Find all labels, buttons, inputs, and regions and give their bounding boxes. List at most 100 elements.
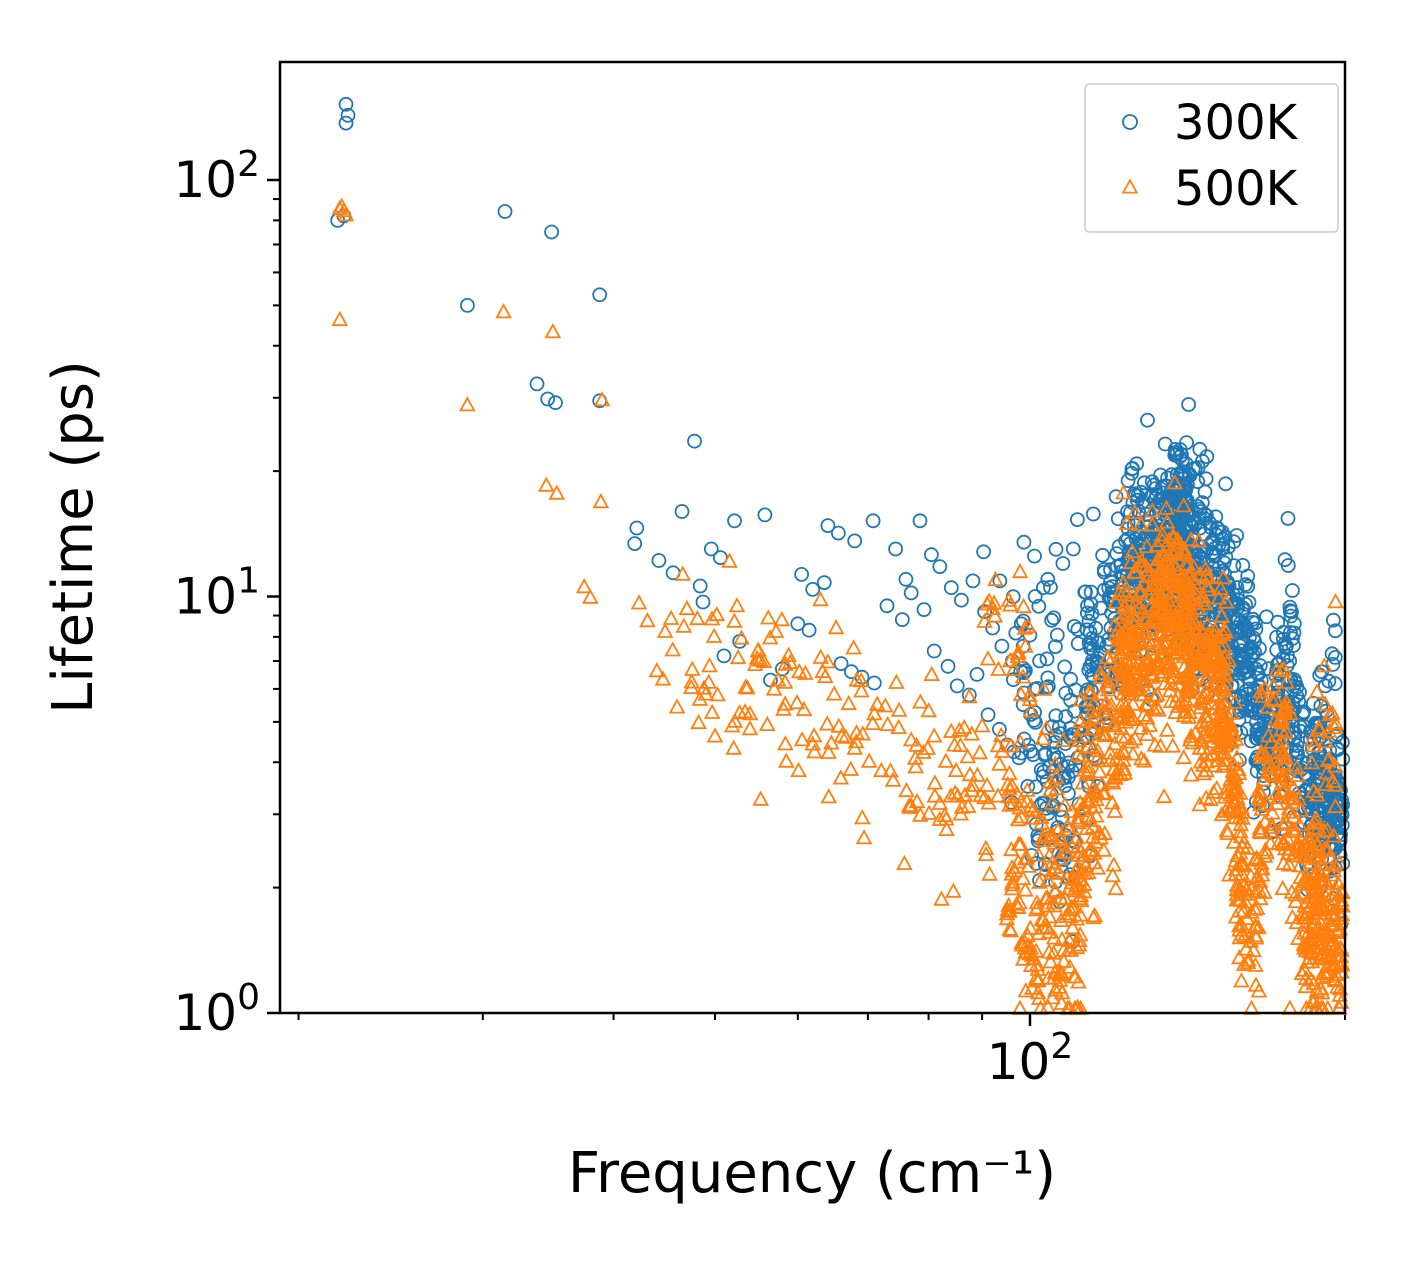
data-point [932, 559, 948, 574]
data-point [1256, 813, 1274, 829]
data-point [755, 652, 773, 668]
data-point [820, 788, 838, 804]
data-point [994, 638, 1010, 654]
data-point [903, 585, 919, 601]
data-point [1096, 784, 1113, 800]
data-point [1018, 849, 1036, 865]
legend: 300K 500K [1084, 83, 1339, 233]
data-point [1121, 709, 1139, 725]
data-point [884, 771, 902, 787]
data-point [1251, 791, 1268, 807]
data-point [1117, 728, 1135, 744]
data-point [1057, 659, 1073, 675]
data-point [1075, 883, 1093, 899]
data-point [773, 611, 791, 627]
data-point [1011, 799, 1028, 815]
data-point [876, 697, 894, 713]
data-point [1040, 806, 1056, 821]
data-point [1080, 758, 1097, 774]
data-point [1003, 880, 1021, 896]
data-point [459, 297, 475, 313]
data-point [1180, 590, 1198, 606]
data-point [1070, 813, 1087, 830]
data-point [1008, 785, 1026, 801]
data-point [1105, 760, 1123, 777]
data-point [1285, 583, 1300, 598]
data-point [1158, 499, 1175, 515]
data-point [1072, 891, 1090, 908]
data-point [697, 685, 715, 701]
data-point [1022, 702, 1040, 718]
data-point [1295, 873, 1312, 889]
data-point [1324, 646, 1340, 662]
data-point [1097, 726, 1115, 742]
data-point [1317, 732, 1335, 749]
data-point [1074, 719, 1092, 736]
series-300K-points [330, 96, 1351, 949]
data-point [1011, 562, 1029, 579]
data-point [1074, 774, 1092, 790]
data-point [1313, 984, 1331, 1000]
data-point [1308, 786, 1326, 802]
data-point [1138, 653, 1156, 669]
data-point [1110, 585, 1128, 601]
data-point [1257, 746, 1275, 762]
data-point [1041, 847, 1058, 863]
data-point [1174, 542, 1192, 558]
data-point [1000, 591, 1018, 607]
data-point [780, 646, 797, 662]
data-point [1252, 860, 1270, 876]
data-point [1174, 570, 1192, 586]
data-point [1183, 501, 1199, 517]
data-point [1105, 856, 1123, 872]
data-point [1060, 759, 1076, 774]
data-point [1327, 650, 1343, 665]
data-point [1297, 969, 1315, 985]
data-point [1302, 971, 1320, 987]
data-point [1135, 706, 1153, 722]
data-point [752, 790, 770, 806]
data-point [651, 553, 667, 568]
data-point [1149, 583, 1166, 599]
data-point [1185, 570, 1202, 586]
data-point [1131, 585, 1149, 601]
data-point [662, 609, 680, 625]
data-point [1046, 834, 1063, 850]
data-point [1034, 730, 1052, 746]
data-point [1164, 737, 1182, 753]
data-point [925, 727, 943, 743]
data-point [1280, 511, 1296, 526]
data-point [1021, 686, 1038, 702]
data-point [678, 599, 696, 616]
data-point [820, 518, 836, 533]
data-point [1227, 808, 1244, 825]
data-point [940, 658, 956, 674]
data-point [1014, 950, 1032, 966]
data-point [1045, 858, 1063, 874]
data-point [1024, 802, 1041, 818]
data-point [1209, 685, 1226, 701]
data-point [971, 744, 989, 760]
x-axis-ticks: 102 [297, 1013, 1346, 1091]
data-point [923, 665, 941, 681]
data-point [816, 575, 832, 590]
data-point [1327, 593, 1344, 609]
data-point [1198, 471, 1214, 487]
data-point [1310, 819, 1327, 835]
data-point [1154, 546, 1172, 562]
data-point [1107, 593, 1125, 609]
data-point [1226, 558, 1242, 573]
data-point [1085, 720, 1103, 736]
data-point [763, 672, 778, 688]
data-point [937, 752, 955, 768]
data-point [926, 643, 942, 659]
data-point [675, 617, 693, 633]
data-point [1301, 846, 1319, 862]
data-point [1083, 842, 1100, 858]
data-point [767, 622, 785, 638]
x-axis-label: Frequency (cm⁻¹) [568, 1141, 1056, 1206]
data-point [1198, 761, 1215, 778]
data-point [1092, 829, 1110, 845]
data-point [1078, 584, 1093, 600]
data-point [1005, 660, 1023, 677]
